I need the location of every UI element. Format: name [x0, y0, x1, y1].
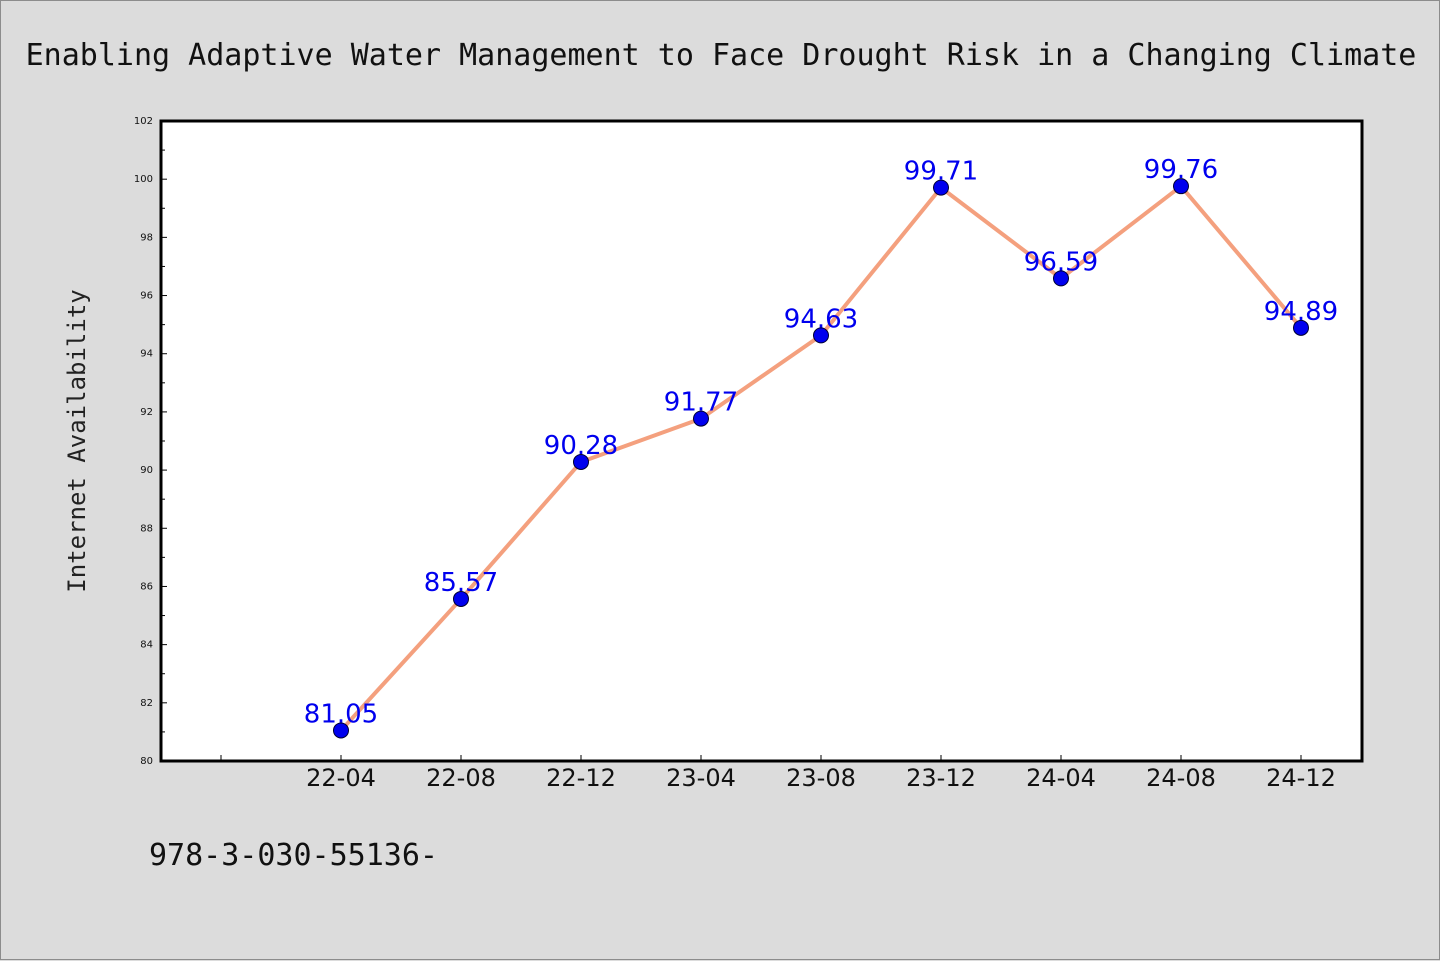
data-point-label: 81.05 [304, 699, 378, 729]
x-tick-label: 23-12 [906, 764, 976, 792]
data-point-marker [1293, 319, 1309, 336]
y-tick-label: 86 [140, 581, 153, 592]
x-tick-label: 24-12 [1266, 764, 1336, 792]
x-tick-label: 22-04 [306, 764, 376, 792]
y-tick-label: 100 [134, 174, 153, 185]
y-tick-label: 88 [140, 523, 153, 534]
footer-text: 978-3-030-55136- [149, 838, 438, 873]
x-tick-label: 24-04 [1026, 764, 1096, 792]
x-tick-label: 24-08 [1146, 764, 1216, 792]
data-point-label: 94.89 [1264, 297, 1338, 327]
series-markers [333, 178, 1309, 739]
data-point-marker [933, 179, 949, 196]
y-axis-ticks: 80 82 84 86 88 90 92 94 96 98 100 102 [134, 116, 167, 767]
data-point-marker [1173, 178, 1189, 195]
y-tick-label: 84 [140, 640, 153, 651]
y-tick-label: 102 [134, 116, 153, 127]
data-point-label: 96.59 [1024, 247, 1098, 277]
x-tick-label: 23-04 [666, 764, 736, 792]
data-point-label: 91.77 [664, 388, 738, 418]
y-tick-label: 94 [140, 349, 153, 360]
y-tick-label: 90 [140, 465, 153, 476]
y-tick-label: 96 [140, 291, 153, 302]
y-tick-label: 92 [140, 407, 153, 418]
data-point-marker [453, 590, 469, 607]
x-tick-label: 22-12 [546, 764, 616, 792]
data-point-label: 90.28 [544, 431, 618, 461]
data-point-marker [573, 453, 589, 470]
y-tick-label: 98 [140, 232, 153, 243]
y-axis-label: Internet Availability [63, 289, 91, 592]
data-point-marker [333, 722, 349, 739]
data-point-marker [813, 327, 829, 344]
x-tick-label: 22-08 [426, 764, 496, 792]
chart-title: Enabling Adaptive Water Management to Fa… [26, 38, 1417, 73]
y-tick-label: 82 [140, 698, 153, 709]
data-point-label: 99.76 [1144, 155, 1218, 185]
x-axis-ticks: 22-04 22-08 22-12 23-04 23-08 23-12 24-04 24-08… [220, 755, 1336, 792]
data-point-label: 99.71 [904, 157, 978, 187]
plot-border [159, 119, 1364, 763]
data-labels: 81.05 85.57 90.28 91.77 94.63 99.71 96.59 99.76… [304, 155, 1338, 729]
data-point-marker [693, 410, 709, 427]
data-point-marker [1053, 270, 1069, 287]
y-tick-label: 80 [140, 756, 153, 767]
data-point-label: 85.57 [424, 568, 498, 598]
plot-area [161, 121, 1362, 761]
data-point-label: 94.63 [784, 304, 858, 334]
x-tick-label: 23-08 [786, 764, 856, 792]
